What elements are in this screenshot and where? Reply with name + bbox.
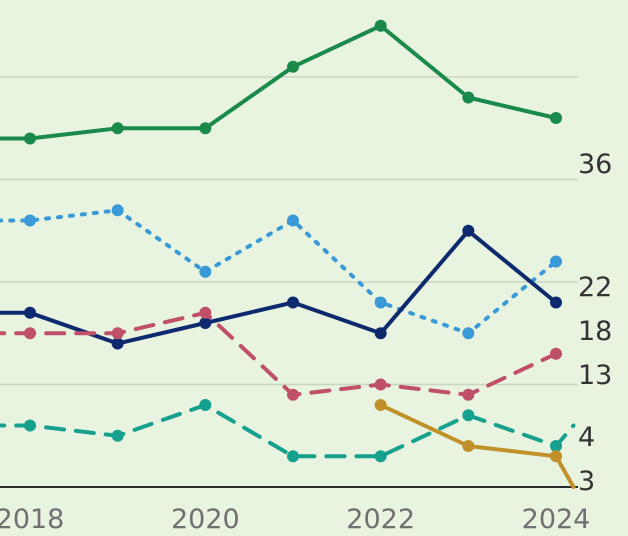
- x-tick-label: 2020: [171, 504, 240, 535]
- data-point: [287, 296, 299, 309]
- data-point: [287, 60, 299, 73]
- data-point: [287, 388, 299, 401]
- data-point: [111, 337, 124, 350]
- data-point: [374, 399, 387, 411]
- end-label-green: 36: [578, 149, 612, 180]
- series-light-blue: [0, 204, 562, 340]
- data-point: [199, 122, 212, 135]
- series-line-gold: [378, 403, 576, 489]
- data-point: [111, 429, 124, 442]
- x-tick-labels: 2018 2020 2022 2024: [0, 504, 590, 535]
- data-point: [111, 204, 124, 217]
- data-point: [462, 409, 475, 422]
- data-point: [24, 306, 36, 319]
- x-tick-label: 2024: [522, 504, 591, 535]
- series-teal: [0, 399, 576, 463]
- data-point: [199, 399, 212, 411]
- series-line-light-blue: [0, 208, 558, 336]
- series-gold: [374, 399, 576, 489]
- data-point: [374, 327, 387, 340]
- data-point: [550, 440, 562, 452]
- data-point: [24, 214, 36, 227]
- series-line-green: [0, 23, 558, 141]
- data-point: [550, 112, 562, 124]
- data-point: [550, 347, 562, 360]
- data-point: [24, 327, 36, 340]
- end-labels: 36 22 18 13 4 3: [578, 149, 612, 497]
- data-point: [24, 419, 36, 432]
- data-point: [374, 296, 387, 309]
- data-point: [462, 440, 475, 452]
- data-point: [199, 317, 212, 329]
- end-label-pink: 13: [578, 360, 612, 391]
- end-label-navy: 18: [578, 316, 612, 347]
- data-point: [462, 224, 475, 237]
- data-point: [287, 450, 299, 463]
- data-point: [287, 214, 299, 227]
- end-label-light-blue: 22: [578, 272, 612, 303]
- data-point: [199, 306, 212, 319]
- data-point: [111, 122, 124, 135]
- x-tick-label: 2018: [0, 504, 64, 535]
- data-point: [111, 327, 124, 340]
- data-point: [374, 378, 387, 391]
- x-tick-label: 2022: [346, 504, 415, 535]
- data-point: [550, 255, 562, 268]
- data-point: [462, 388, 475, 401]
- data-point: [374, 450, 387, 463]
- data-point: [199, 265, 212, 278]
- series-line-teal: [0, 403, 576, 459]
- series-navy: [0, 224, 562, 350]
- gridlines: [0, 76, 578, 386]
- series-green: [0, 19, 562, 145]
- data-point: [374, 19, 387, 32]
- series-line-pink: [0, 310, 558, 397]
- data-point: [462, 91, 475, 104]
- end-label-teal: 4: [578, 422, 595, 453]
- data-point: [462, 327, 475, 340]
- end-label-gold: 3: [578, 466, 595, 497]
- data-point: [550, 450, 562, 463]
- data-point: [550, 296, 562, 309]
- data-point: [24, 132, 36, 145]
- series-layer: [0, 19, 576, 489]
- series-pink: [0, 306, 562, 401]
- series-line-navy: [0, 228, 558, 346]
